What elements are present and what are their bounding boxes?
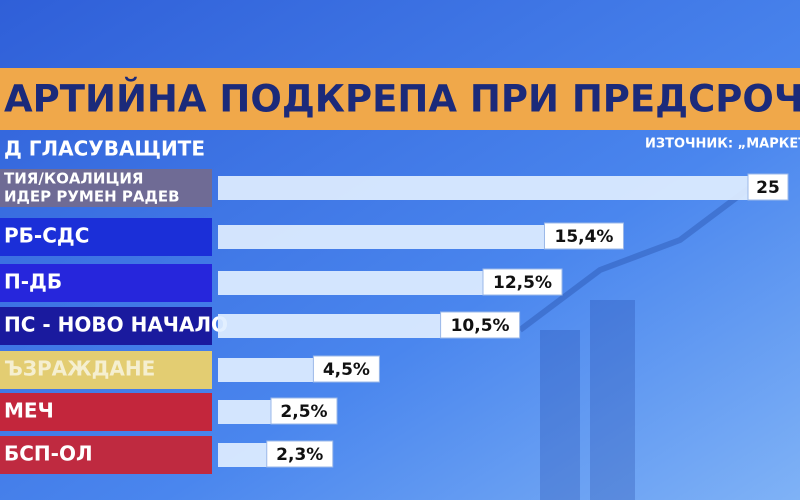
bar [218,176,748,200]
category-box [0,351,212,389]
category-label: МЕЧ [4,399,54,423]
value-label-box [440,311,521,339]
value-label: 12,5% [493,273,552,293]
value-label-box [312,355,380,383]
decoration [518,177,762,500]
bar [218,271,483,295]
category-box [0,264,212,302]
value-label: 15,4% [554,227,613,247]
category-box [0,307,212,345]
value-label: 2,5% [280,402,327,422]
category-box [0,393,212,431]
subtitle: Д ГЛАСУВАЩИТЕ [4,137,205,161]
category-label: ПС - НОВО НАЧАЛО [4,313,228,337]
value-label-box [543,222,624,250]
value-label-box [266,440,334,468]
bar [218,225,545,249]
category-label: РБ-СДС [4,224,89,248]
value-label: 25 [756,178,780,198]
title-bar [0,68,800,130]
chart-title: АРТИЙНА ПОДКРЕПА ПРИ ПРЕДСРОЧЕН ВО [4,77,800,121]
value-label: 4,5% [323,360,370,380]
value-label-box [747,173,789,201]
value-label-box [270,397,338,425]
value-label-box [482,268,563,296]
category-label: БСП-ОЛ [4,442,93,466]
category-box [0,218,212,256]
value-label: 2,3% [276,445,323,465]
category-label: П-ДБ [4,270,62,294]
category-box [0,436,212,474]
category-label: ЪЗРАЖДАНЕ [4,357,155,381]
category-label: ИДЕР РУМЕН РАДЕВ [4,188,180,206]
bar [218,443,267,467]
category-box [0,169,212,207]
bar [218,314,441,338]
bar [218,400,271,424]
category-label: ТИЯ/КОАЛИЦИЯ [4,170,143,188]
bar [218,358,314,382]
value-label: 10,5% [451,316,510,336]
